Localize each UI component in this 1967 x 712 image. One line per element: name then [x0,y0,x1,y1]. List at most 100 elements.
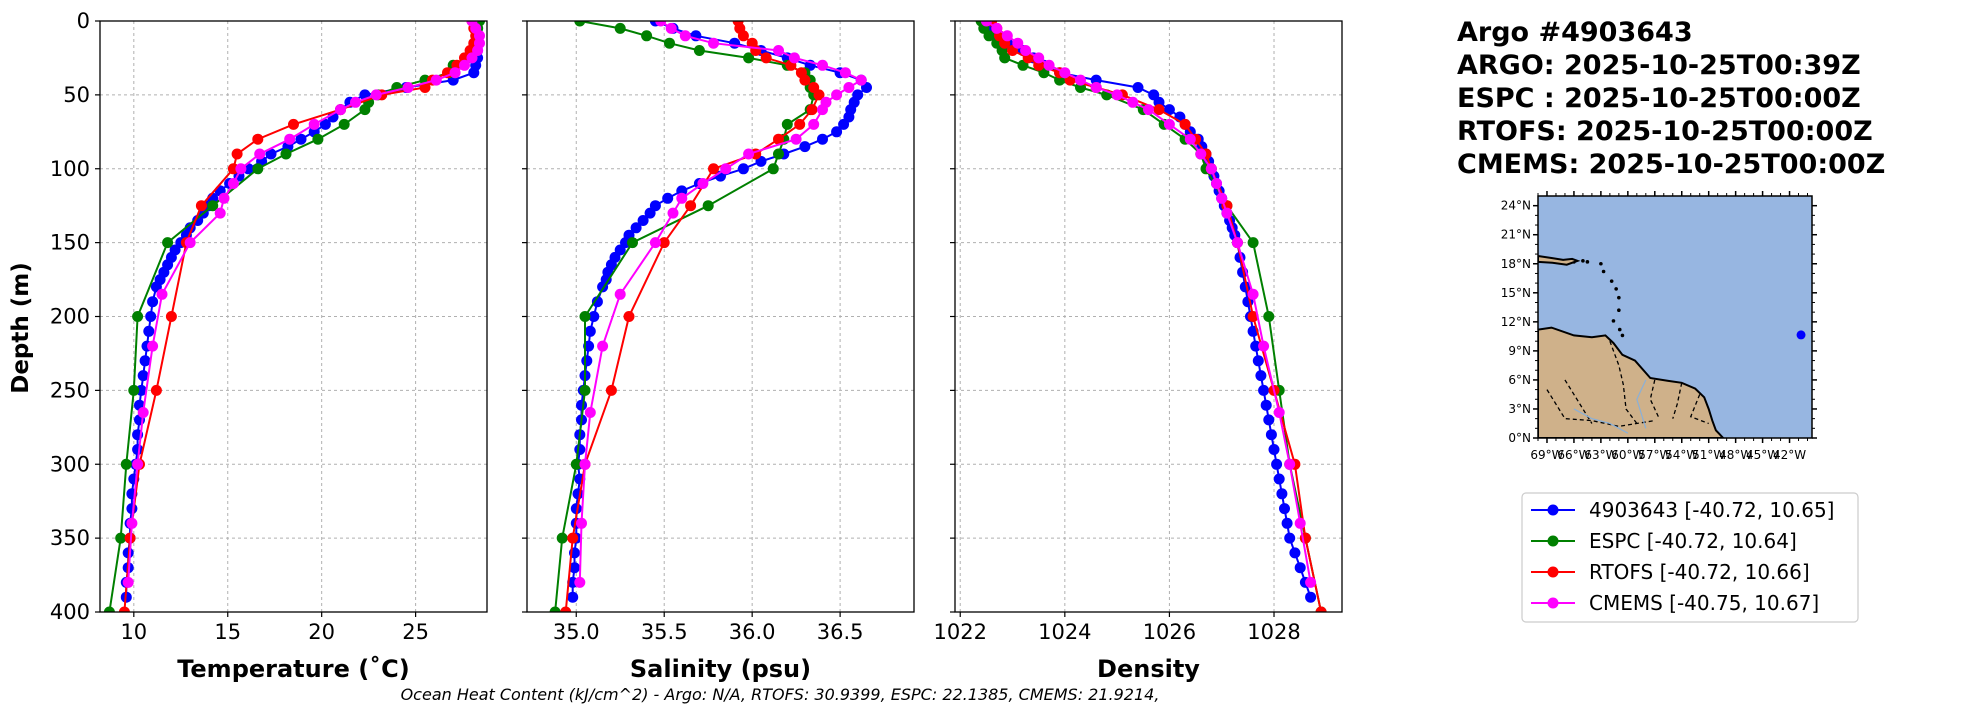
plot-frame [954,20,1343,613]
data-point [637,215,649,226]
data-point [630,222,642,234]
data-point [980,21,992,27]
x-tick-label: 1022 [934,620,987,644]
lon-label: 42°W [1773,448,1806,462]
data-point [584,407,596,418]
lat-label: 18°N [1501,257,1531,271]
data-point [799,74,811,86]
legend-entry: 4903643 [-40.72, 10.65] [1531,498,1834,522]
lat-label: 9°N [1508,344,1531,358]
data-point [231,148,243,160]
data-point [147,296,159,308]
data-point [1258,384,1270,396]
lon-label: 54°W [1665,448,1698,462]
data-point [295,133,307,145]
data-point [1143,104,1154,116]
data-point [679,30,691,42]
data-point [284,133,296,145]
island [1617,327,1622,332]
data-point [319,118,331,130]
data-point [655,21,667,27]
data-point [1284,532,1296,544]
data-point [1001,30,1013,42]
legend-label: RTOFS [-40.72, 10.66] [1589,560,1810,584]
lon-label: 48°W [1719,448,1752,462]
data-point [569,562,580,574]
data-point [1276,488,1288,500]
data-point [1273,407,1285,418]
data-point [817,133,828,145]
data-point [145,311,157,322]
data-point [767,163,779,175]
data-point [737,30,749,42]
data-point [720,163,732,175]
lon-label: 69°W [1530,448,1563,462]
data-point [838,118,850,130]
data-point [572,488,584,500]
data-point [103,606,115,612]
river [1573,408,1629,434]
data-point [773,45,784,56]
data-point [665,22,677,34]
data-point [235,163,247,175]
series-line [578,21,864,583]
data-point [1255,370,1267,382]
data-point [1263,414,1275,426]
x-tick-label: 1026 [1143,620,1196,644]
data-point [308,118,320,130]
salinity-series-rtofs [560,21,825,612]
data-point [1059,67,1071,79]
data-point [614,22,626,34]
data-point [1305,576,1317,588]
legend-label: ESPC [-40.72, 10.64] [1589,529,1797,553]
data-point [806,104,818,116]
island [1620,333,1625,338]
data-point [1294,517,1306,529]
data-point [184,237,196,249]
data-point [773,148,784,160]
data-point [120,458,132,470]
data-point [1265,429,1277,441]
data-point [685,200,697,212]
data-point [139,355,151,367]
location-map: 0°N 3°N 6°N 9°N 12°N 15°N 18°N 21°N 24°N 69°W66°W… [1501,191,1817,462]
data-point [218,192,230,204]
data-point [579,458,591,470]
island [1585,260,1590,264]
data-point [579,384,591,396]
river [1636,379,1647,429]
data-point [1090,82,1102,93]
y-tick-label: 100 [50,157,90,181]
country-border [1672,382,1683,419]
data-point [402,82,414,93]
data-point [1305,591,1317,603]
data-point [574,576,586,588]
x-tick-label: 20 [308,620,335,644]
data-point [466,52,478,64]
lat-label: 12°N [1501,315,1531,329]
data-point [839,67,851,79]
data-point [641,30,653,42]
legend-marker [1547,566,1559,578]
series-line [127,21,481,583]
data-point [627,237,638,249]
data-point [1279,503,1290,515]
data-point [430,74,442,86]
data-point [743,52,755,64]
data-point [574,444,586,455]
data-point [788,52,800,64]
island [1614,287,1618,291]
data-point [449,67,461,79]
data-point [1179,118,1191,130]
data-point [227,178,239,189]
data-point [1252,355,1264,367]
x-tick-label: 1028 [1247,620,1300,644]
y-tick-label: 0 [77,9,90,33]
data-point [1250,340,1262,352]
data-point [207,200,219,212]
data-point [729,37,741,49]
legend-label: 4903643 [-40.72, 10.65] [1589,498,1834,522]
data-point [556,532,568,544]
